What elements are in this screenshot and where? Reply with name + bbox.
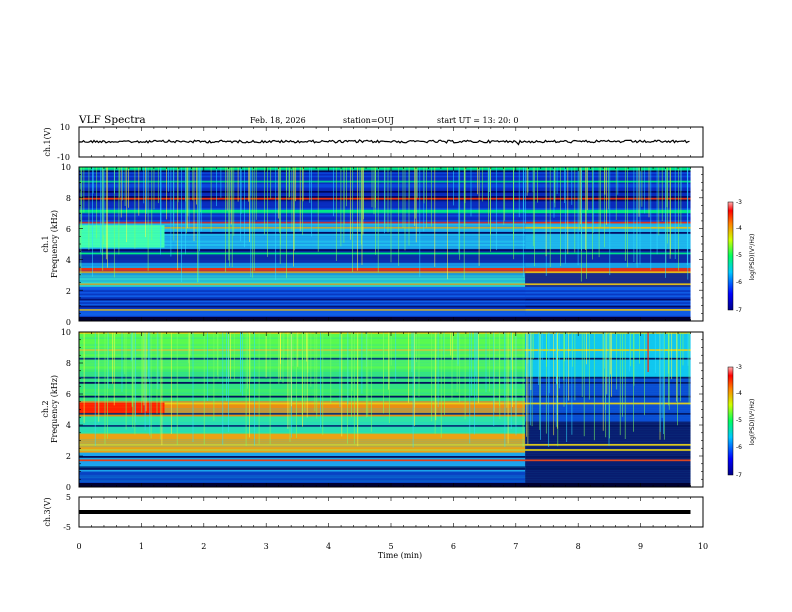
xtick-9: 9: [638, 542, 643, 551]
ch3-ylabel: ch.3(V): [43, 497, 52, 526]
ch1-waveform-panel: 10 -10 ch.1(V): [43, 123, 704, 162]
station-label: station=OUJ: [343, 116, 394, 125]
ch2-spec-ylabel-line1: ch.2: [41, 400, 50, 417]
xtick-2: 2: [201, 542, 206, 551]
ch1-colorbar-label: log(PSD)(V²/Hz): [749, 234, 756, 281]
ch1-colorbar: -3 -4 -5 -6 -7 log(PSD)(V²/Hz): [727, 199, 756, 314]
ch2-cb-tick-m3: -3: [736, 364, 742, 371]
x-axis-label: Time (min): [378, 551, 422, 560]
ch2-ytick-4: 4: [66, 421, 71, 430]
ch1-trace: [78, 139, 690, 146]
ch1-cb-tick-m7: -7: [736, 307, 742, 314]
ch3-ytick-bottom: -5: [63, 523, 71, 532]
ch2-cb-tick-m5: -5: [736, 417, 742, 424]
xtick-4: 4: [326, 542, 331, 551]
ch2-spectrogram-image: [79, 332, 703, 487]
ch2-ytick-0: 0: [66, 483, 71, 492]
figure-title: VLF Spectra: [78, 114, 146, 126]
ch1-colorbar-scale: [727, 201, 734, 311]
ch2-ytick-10: 10: [61, 328, 71, 337]
ch1-ytick-4: 4: [66, 256, 71, 265]
ch1-ytick-bottom: -10: [57, 153, 70, 162]
ch1-cb-tick-m4: -4: [736, 225, 742, 232]
ch1-spectrogram-image: [79, 167, 703, 321]
xtick-0: 0: [76, 542, 81, 551]
xtick-3: 3: [264, 542, 269, 551]
x-axis: 0 1 2 3 4 5 6 7 8 9 10 Time (min): [76, 542, 708, 560]
ch2-ytick-2: 2: [66, 452, 71, 461]
ch1-spec-ylabel-line1: ch.1: [41, 235, 50, 252]
ch1-spec-ylabel-line2: Frequency (kHz): [50, 210, 59, 278]
xtick-1: 1: [139, 542, 144, 551]
ch1-ytick-8: 8: [66, 194, 71, 203]
ch2-colorbar-label: log(PSD)(V²/Hz): [749, 399, 756, 446]
ch1-cb-tick-m5: -5: [736, 252, 742, 259]
ch1-spectrogram-panel: 10 8 6 4 2 0 ch.1 Frequency (kHz): [41, 163, 704, 327]
ch1-cb-tick-m3: -3: [736, 199, 742, 206]
ch1-ylabel: ch.1(V): [43, 127, 52, 156]
xtick-5: 5: [388, 542, 393, 551]
ch2-ytick-6: 6: [66, 390, 71, 399]
ch2-cb-tick-m4: -4: [736, 390, 742, 397]
ch1-ytick-top: 10: [60, 123, 70, 132]
xtick-6: 6: [451, 542, 456, 551]
ch2-cb-tick-m7: -7: [736, 472, 742, 479]
ch2-spec-ylabel-line2: Frequency (kHz): [50, 375, 59, 443]
ch1-ytick-6: 6: [66, 225, 71, 234]
ch2-spectrogram-panel: 10 8 6 4 2 0 ch.2 Frequency (kHz): [41, 328, 704, 492]
axis-ticks: [78, 127, 704, 527]
start-ut-label: start UT = 13: 20: 0: [437, 116, 518, 125]
ch2-colorbar-scale: [727, 366, 734, 476]
ch1-ytick-2: 2: [66, 287, 71, 296]
date-label: Feb. 18, 2026: [250, 116, 306, 125]
ch1-ytick-10: 10: [61, 163, 71, 172]
ch1-cb-tick-m6: -6: [736, 279, 742, 286]
ch2-cb-tick-m6: -6: [736, 444, 742, 451]
ch1-ytick-0: 0: [66, 318, 71, 327]
ch3-waveform-panel: 5 -5 ch.3(V): [43, 493, 704, 532]
xtick-8: 8: [576, 542, 581, 551]
xtick-7: 7: [513, 542, 518, 551]
ch2-ytick-8: 8: [66, 359, 71, 368]
xtick-10: 10: [698, 542, 708, 551]
ch3-ytick-top: 5: [66, 493, 71, 502]
ch2-colorbar: -3 -4 -5 -6 -7 log(PSD)(V²/Hz): [727, 364, 756, 479]
